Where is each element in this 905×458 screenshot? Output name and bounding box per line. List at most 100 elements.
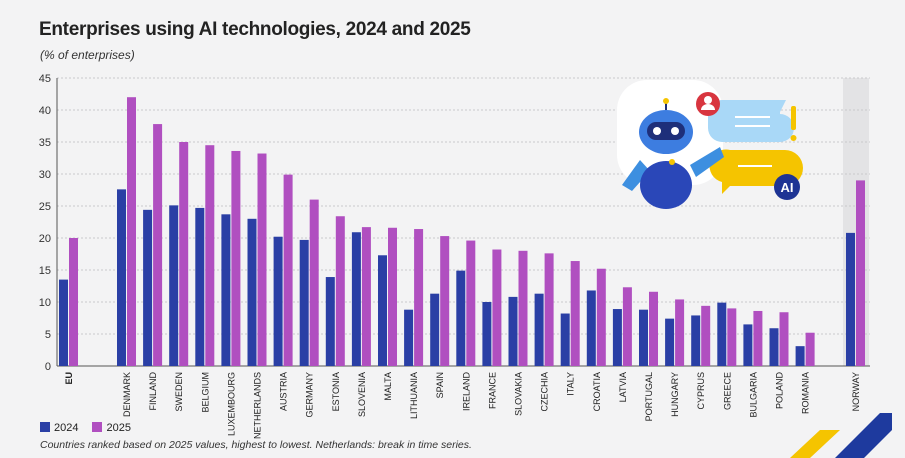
bar-ireland-2024 [456, 270, 466, 366]
bar-netherlands-2025 [257, 153, 267, 366]
bar-latvia-2024 [612, 309, 622, 366]
bar-slovakia-2025 [518, 250, 528, 366]
bar-norway-2024 [846, 232, 855, 366]
bar-austria-2024 [273, 236, 283, 366]
bar-poland-2025 [779, 312, 789, 366]
bar-hungary-2025 [675, 299, 685, 366]
bar-belgium-2025 [205, 145, 215, 366]
legend-item-2025: 2025 [92, 422, 131, 434]
bar-slovenia-2025 [361, 227, 371, 366]
y-tick-label: 20 [39, 233, 51, 245]
bar-cyprus-2024 [691, 315, 701, 366]
bar-poland-2024 [769, 328, 779, 366]
bar-romania-2024 [795, 346, 805, 366]
x-tick-label: FRANCE [487, 372, 497, 409]
bar-croatia-2025 [596, 268, 606, 366]
bar-spain-2024 [430, 293, 440, 366]
bar-latvia-2025 [622, 287, 632, 366]
bar-italy-2024 [560, 313, 570, 366]
x-tick-label: ESTONIA [331, 372, 341, 411]
bar-sweden-2024 [169, 205, 179, 366]
bar-portugal-2024 [639, 309, 648, 366]
bar-malta-2025 [388, 227, 397, 366]
bar-estonia-2025 [335, 216, 345, 366]
bar-slovenia-2024 [351, 232, 361, 366]
robot-illustration: AI [617, 80, 803, 209]
bar-bulgaria-2024 [743, 324, 753, 366]
svg-text:AI: AI [781, 180, 794, 195]
y-tick-label: 25 [39, 201, 51, 213]
x-tick-label: PORTUGAL [644, 372, 654, 421]
bar-bulgaria-2025 [753, 310, 763, 366]
chart-title: Enterprises using AI technologies, 2024 … [39, 19, 471, 40]
chart-note: Countries ranked based on 2025 values, h… [40, 439, 472, 451]
y-tick-label: 45 [39, 73, 51, 85]
x-tick-label: LATVIA [618, 372, 628, 402]
bar-luxembourg-2024 [221, 214, 231, 366]
bar-slovakia-2024 [508, 296, 518, 366]
x-tick-label: IRELAND [461, 372, 471, 412]
bar-france-2025 [492, 249, 502, 366]
bar-germany-2025 [309, 199, 319, 366]
bar-portugal-2025 [649, 291, 658, 366]
x-tick-label: CYPRUS [696, 372, 706, 410]
bar-italy-2025 [570, 261, 580, 366]
bar-lithuania-2025 [414, 229, 424, 366]
bar-estonia-2024 [325, 277, 335, 366]
bar-czechia-2025 [544, 253, 554, 366]
x-tick-label: AUSTRIA [279, 372, 289, 411]
x-tick-label: EU [64, 372, 74, 385]
bar-denmark-2025 [127, 97, 136, 366]
bar-hungary-2024 [665, 318, 675, 366]
x-tick-label: BULGARIA [748, 372, 758, 418]
x-tick-label: GERMANY [305, 372, 315, 418]
x-tick-label: SWEDEN [174, 372, 184, 412]
bar-cyprus-2025 [701, 305, 711, 366]
bar-greece-2025 [727, 308, 737, 366]
x-tick-label: GREECE [722, 372, 732, 410]
bar-croatia-2024 [586, 290, 596, 366]
chart-subtitle: (% of enterprises) [40, 48, 135, 62]
bar-czechia-2024 [534, 293, 544, 366]
chat-bubble-icon [708, 100, 794, 142]
legend: 2024 2025 [40, 422, 131, 434]
x-tick-label: POLAND [775, 372, 785, 410]
bar-spain-2025 [440, 236, 450, 366]
bar-germany-2024 [299, 239, 309, 366]
x-tick-label: LUXEMBOURG [226, 372, 236, 436]
y-tick-label: 15 [39, 265, 51, 277]
x-tick-label: ITALY [566, 372, 576, 396]
x-tick-label: DENMARK [122, 372, 132, 417]
x-tick-label: SLOVENIA [357, 372, 367, 417]
x-tick-label: CZECHIA [540, 372, 550, 412]
y-tick-label: 30 [39, 169, 51, 181]
bar-greece-2024 [717, 302, 727, 366]
bar-romania-2025 [805, 332, 815, 366]
bar-eu-2025 [69, 238, 78, 366]
bar-luxembourg-2025 [231, 150, 241, 366]
x-tick-label: FINLAND [148, 372, 158, 411]
bar-denmark-2024 [117, 189, 126, 366]
x-tick-label: BELGIUM [200, 372, 210, 413]
legend-item-2024: 2024 [40, 422, 78, 434]
bar-netherlands-2024 [247, 218, 257, 366]
bar-norway-2025 [856, 180, 865, 366]
y-tick-label: 40 [39, 105, 51, 117]
x-tick-label: ROMANIA [801, 372, 811, 414]
bar-belgium-2024 [195, 207, 205, 366]
y-tick-label: 10 [39, 297, 51, 309]
x-tick-label: NORWAY [851, 372, 861, 411]
bar-malta-2024 [378, 255, 387, 366]
x-tick-label: LITHUANIA [409, 372, 419, 419]
bar-finland-2025 [153, 124, 163, 366]
x-tick-label: HUNGARY [670, 372, 680, 417]
bar-eu-2024 [59, 279, 68, 366]
exclamation-icon [791, 106, 796, 130]
y-tick-label: 5 [45, 329, 51, 341]
y-tick-label: 35 [39, 137, 51, 149]
x-tick-label: MALTA [383, 372, 393, 401]
x-tick-label: CROATIA [592, 372, 602, 411]
bar-ireland-2025 [466, 240, 476, 366]
